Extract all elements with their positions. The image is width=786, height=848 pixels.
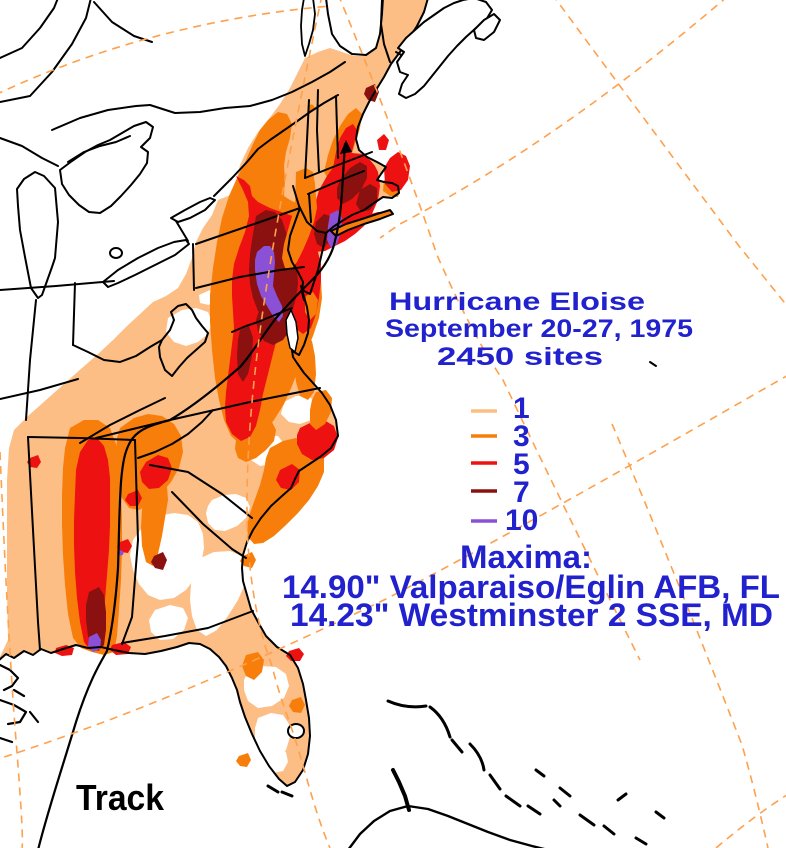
svg-text:10: 10 (505, 504, 538, 537)
svg-text:14.23" Westminster 2 SSE, MD: 14.23" Westminster 2 SSE, MD (290, 597, 773, 633)
svg-text:September 20-27, 1975: September 20-27, 1975 (385, 315, 693, 343)
svg-text:14.90" Valparaiso/Eglin AFB,: 14.90" Valparaiso/Eglin AFB, FL (282, 569, 780, 605)
svg-text:2450 sites: 2450 sites (437, 343, 603, 371)
svg-text:5: 5 (513, 448, 530, 481)
svg-text:7: 7 (513, 476, 530, 509)
svg-text:Maxima:: Maxima: (460, 539, 592, 575)
svg-text:1: 1 (513, 392, 530, 425)
svg-text:Hurricane Eloise: Hurricane Eloise (389, 288, 645, 316)
svg-text:3: 3 (513, 420, 530, 453)
svg-text:Track: Track (76, 777, 165, 818)
